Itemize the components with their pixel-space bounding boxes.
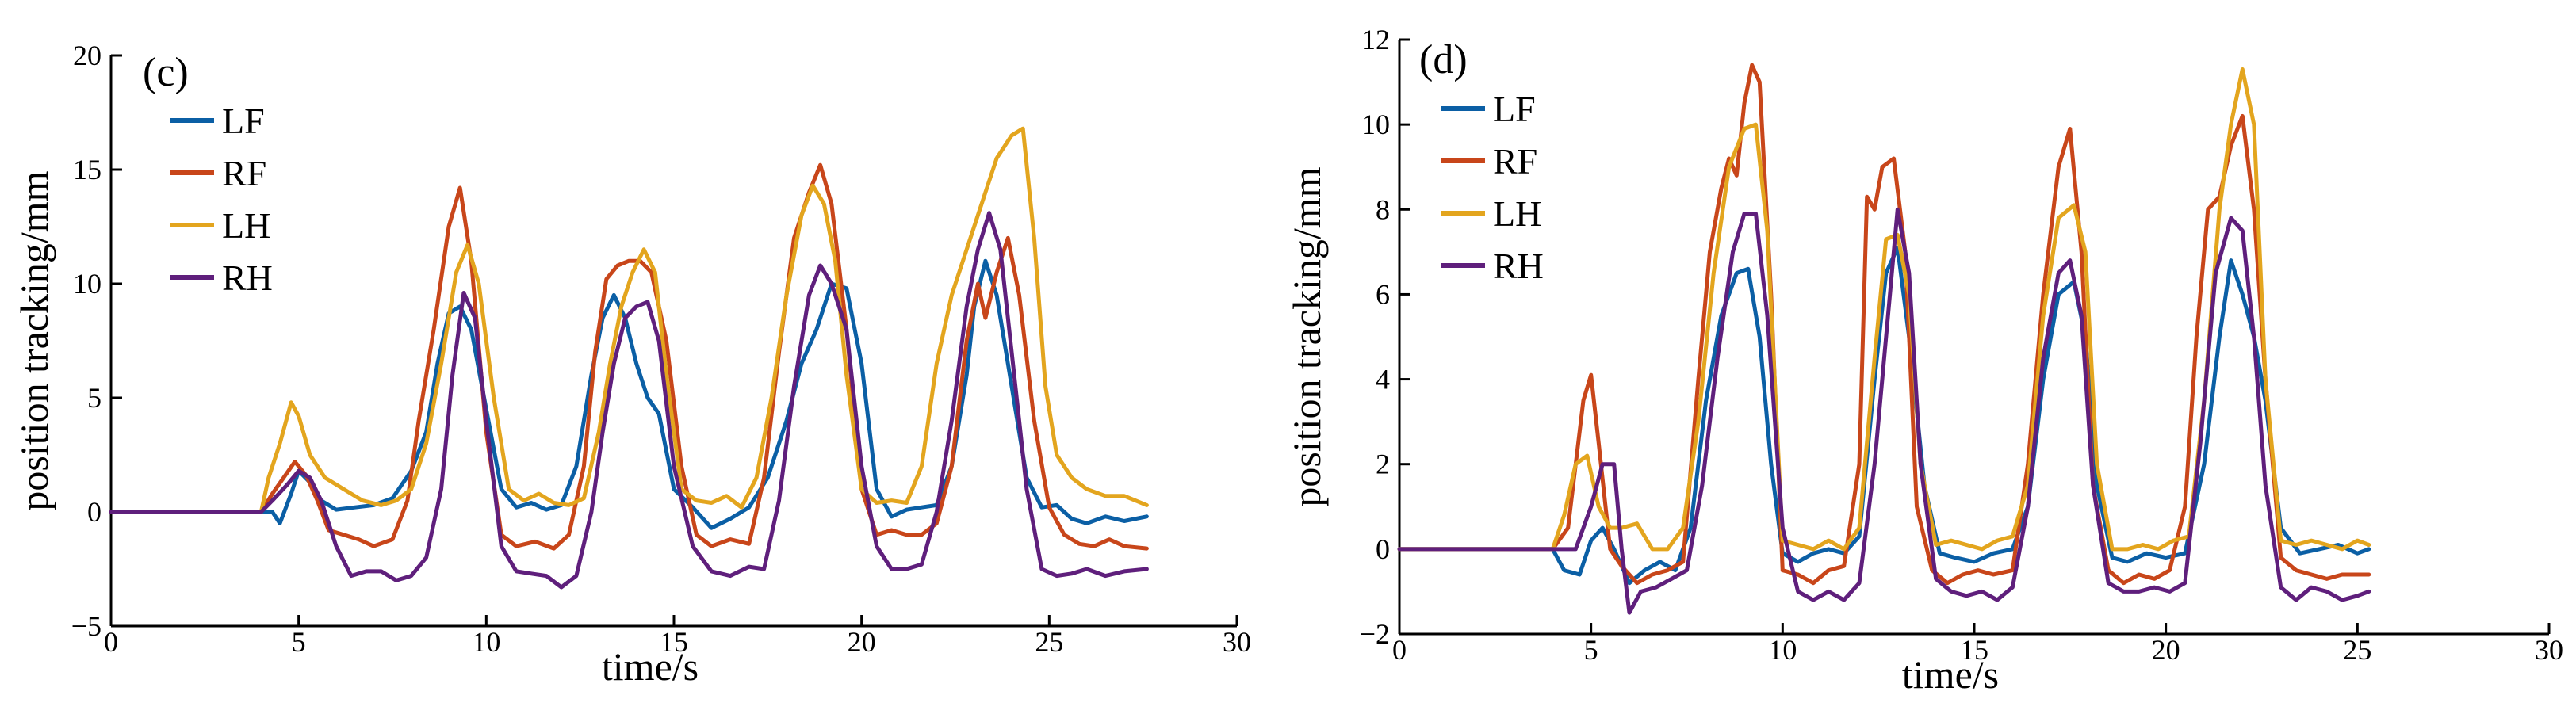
y-tick-label: 8 — [1376, 193, 1390, 225]
series-line-RF — [109, 162, 1149, 551]
y-axis-label: position tracking/mm — [1284, 166, 1329, 506]
y-tick-label: −2 — [1360, 618, 1390, 650]
panel-label: (c) — [143, 50, 189, 95]
series-line-LF — [1397, 246, 2371, 586]
x-tick-label: 25 — [1035, 626, 1063, 658]
y-tick-label: −5 — [71, 610, 101, 642]
x-axis-label: time/s — [602, 644, 699, 689]
x-tick-label: 0 — [104, 626, 118, 658]
y-tick-label: 0 — [87, 496, 101, 528]
series-line-RF — [1397, 63, 2371, 586]
y-tick-label: 4 — [1376, 364, 1390, 395]
y-tick-label: 12 — [1361, 24, 1390, 55]
x-tick-label: 10 — [1768, 634, 1797, 666]
x-tick-label: 15 — [1960, 634, 1988, 666]
legend-label-LF: LF — [222, 101, 265, 141]
x-tick-label: 25 — [2343, 634, 2371, 666]
series-line-RH — [109, 211, 1149, 590]
y-tick-label: 6 — [1376, 278, 1390, 310]
y-tick-label: 10 — [73, 268, 101, 300]
legend-label-LH: LH — [222, 205, 270, 246]
y-tick-label: 10 — [1361, 109, 1390, 140]
legend-label-LF: LF — [1493, 89, 1536, 129]
series-line-LH — [109, 126, 1149, 514]
legend-label-RF: RF — [222, 153, 266, 193]
panel-label: (d) — [1419, 37, 1468, 82]
y-tick-label: 15 — [73, 154, 101, 185]
legend-label-RH: RH — [1493, 246, 1544, 286]
x-tick-label: 5 — [1584, 634, 1598, 666]
x-axis-label: time/s — [1902, 652, 1999, 697]
x-tick-label: 10 — [472, 626, 500, 658]
x-tick-label: 0 — [1392, 634, 1407, 666]
x-tick-label: 30 — [2535, 634, 2563, 666]
legend-label-RF: RF — [1493, 141, 1537, 181]
y-tick-label: 5 — [87, 382, 101, 414]
x-tick-label: 20 — [2152, 634, 2180, 666]
x-tick-label: 5 — [292, 626, 306, 658]
series-line-RH — [1397, 207, 2371, 615]
legend-label-LH: LH — [1493, 193, 1541, 234]
legend-label-RH: RH — [222, 258, 273, 298]
series-line-LH — [1397, 67, 2371, 552]
y-tick-label: 20 — [73, 40, 101, 71]
x-tick-label: 20 — [848, 626, 876, 658]
y-tick-label: 2 — [1376, 449, 1390, 480]
x-tick-label: 30 — [1223, 626, 1251, 658]
y-tick-label: 0 — [1376, 533, 1390, 565]
x-tick-label: 15 — [660, 626, 688, 658]
y-axis-label: position tracking/mm — [12, 170, 56, 510]
